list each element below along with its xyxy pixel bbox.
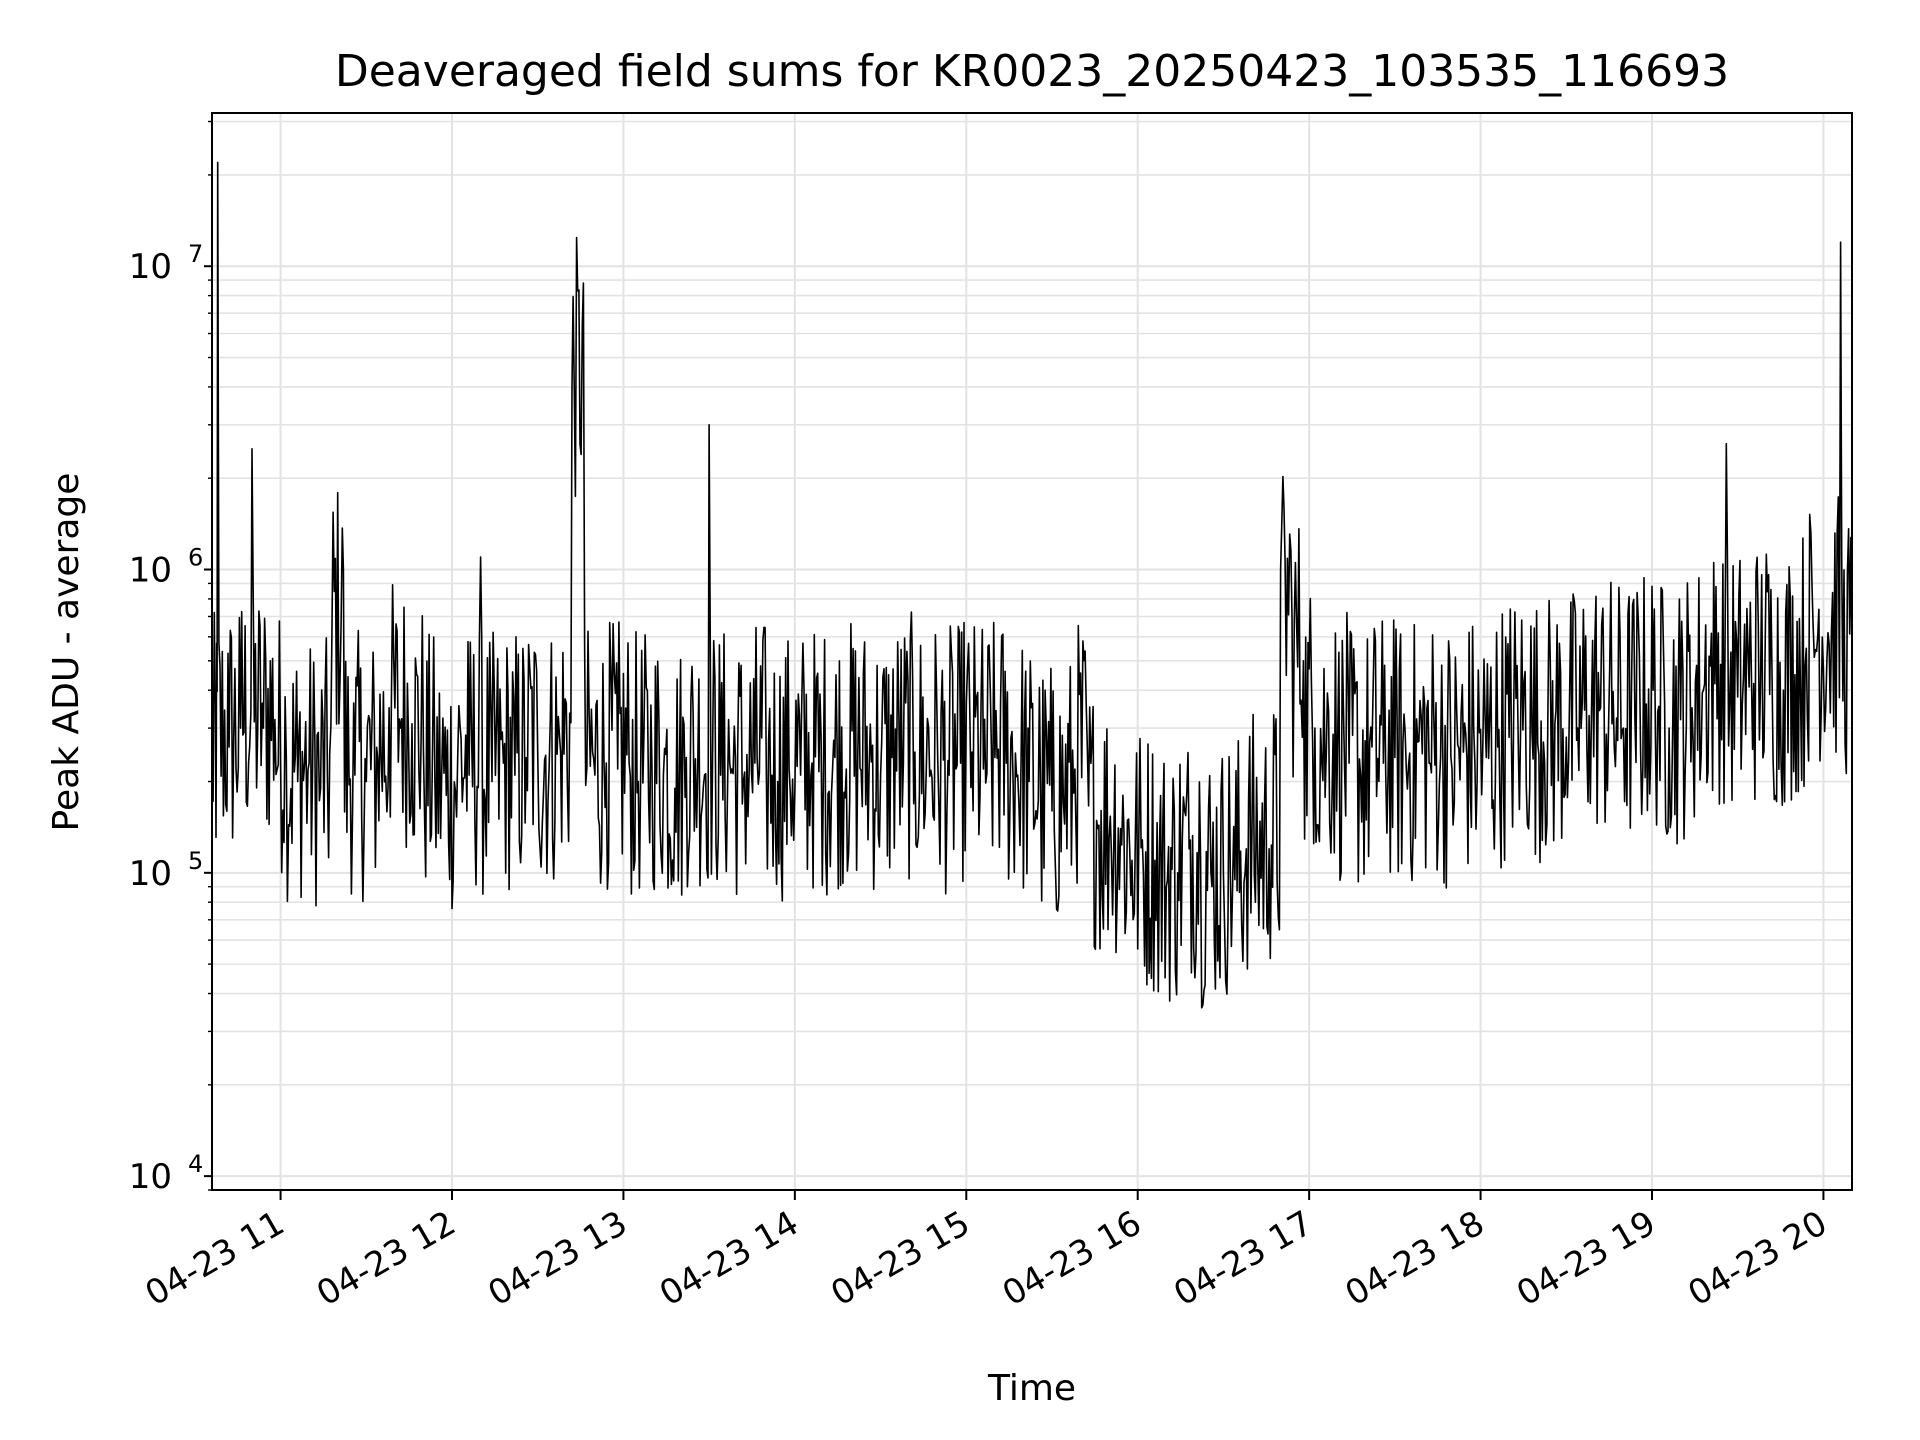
y-tick-label: 10 — [129, 247, 172, 287]
y-tick-exponent: 4 — [188, 1150, 203, 1178]
series-line — [211, 161, 1853, 1009]
y-tick-label: 10 — [129, 854, 172, 894]
y-tick-exponent: 5 — [188, 847, 203, 875]
y-tick-label: 10 — [129, 551, 172, 591]
y-tick-exponent: 7 — [188, 240, 203, 268]
chart-title: Deaveraged field sums for KR0023_2025042… — [335, 46, 1729, 97]
y-axis-label: Peak ADU - average — [46, 473, 87, 832]
y-tick-label: 10 — [129, 1157, 172, 1197]
x-axis-label: Time — [987, 1368, 1076, 1409]
y-tick-exponent: 6 — [188, 544, 203, 572]
plot-frame — [211, 112, 1853, 1191]
